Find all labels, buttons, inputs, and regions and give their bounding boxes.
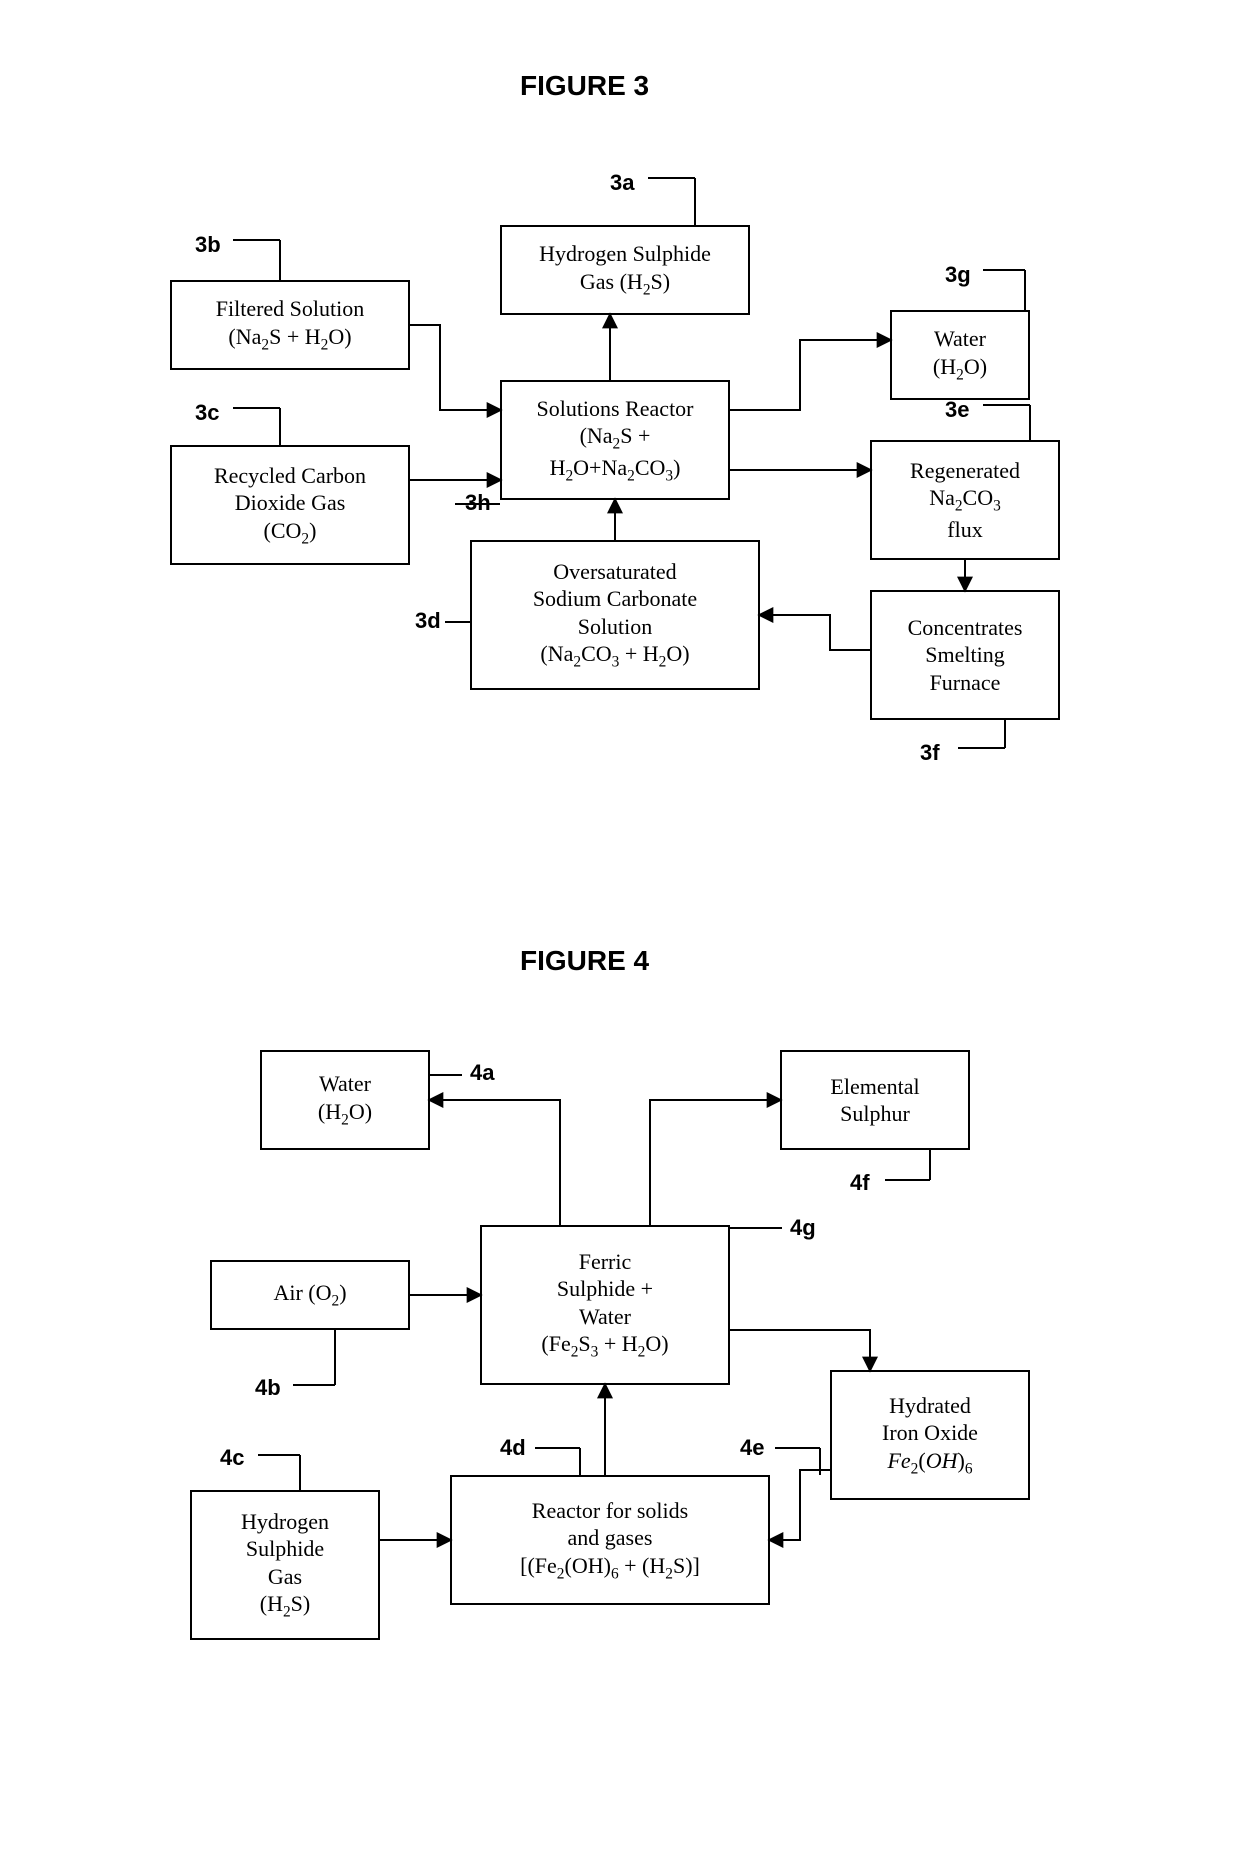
fig3-label-3c: 3c	[195, 400, 219, 426]
fig3-label-3d: 3d	[415, 608, 441, 634]
fig3-box-3f: ConcentratesSmeltingFurnace	[870, 590, 1060, 720]
fig4-box-4d: Reactor for solidsand gases[(Fe2(OH)6 + …	[450, 1475, 770, 1605]
fig3-box-3g: Water(H2O)	[890, 310, 1030, 400]
fig4-title: FIGURE 4	[520, 945, 649, 977]
fig4-box-4g: FerricSulphide +Water(Fe2S3 + H2O)	[480, 1225, 730, 1385]
fig4-label-4a: 4a	[470, 1060, 494, 1086]
fig3-label-3h: 3h	[465, 490, 491, 516]
fig4-box-4a: Water(H2O)	[260, 1050, 430, 1150]
fig3-label-3f: 3f	[920, 740, 940, 766]
fig3-box-3b: Filtered Solution(Na2S + H2O)	[170, 280, 410, 370]
fig3-label-3e: 3e	[945, 397, 969, 423]
fig4-label-4d: 4d	[500, 1435, 526, 1461]
fig4-box-4b: Air (O2)	[210, 1260, 410, 1330]
fig3-box-3c: Recycled CarbonDioxide Gas(CO2)	[170, 445, 410, 565]
fig3-title: FIGURE 3	[520, 70, 649, 102]
fig4-label-4b: 4b	[255, 1375, 281, 1401]
fig3-label-3a: 3a	[610, 170, 634, 196]
fig4-box-4e: HydratedIron OxideFe2(OH)6	[830, 1370, 1030, 1500]
fig4-box-4c: HydrogenSulphideGas(H2S)	[190, 1490, 380, 1640]
fig4-box-4f: ElementalSulphur	[780, 1050, 970, 1150]
fig4-label-4c: 4c	[220, 1445, 244, 1471]
fig3-box-3a: Hydrogen SulphideGas (H2S)	[500, 225, 750, 315]
fig3-box-3h: Solutions Reactor(Na2S +H2O+Na2CO3)	[500, 380, 730, 500]
fig4-label-4g: 4g	[790, 1215, 816, 1241]
fig3-box-3d: OversaturatedSodium CarbonateSolution(Na…	[470, 540, 760, 690]
fig4-label-4f: 4f	[850, 1170, 870, 1196]
fig3-label-3g: 3g	[945, 262, 971, 288]
page: FIGURE 3 Hydrogen SulphideGas (H2S) Filt…	[0, 0, 1240, 1856]
fig3-box-3e: RegeneratedNa2CO3flux	[870, 440, 1060, 560]
fig3-label-3b: 3b	[195, 232, 221, 258]
fig4-label-4e: 4e	[740, 1435, 764, 1461]
